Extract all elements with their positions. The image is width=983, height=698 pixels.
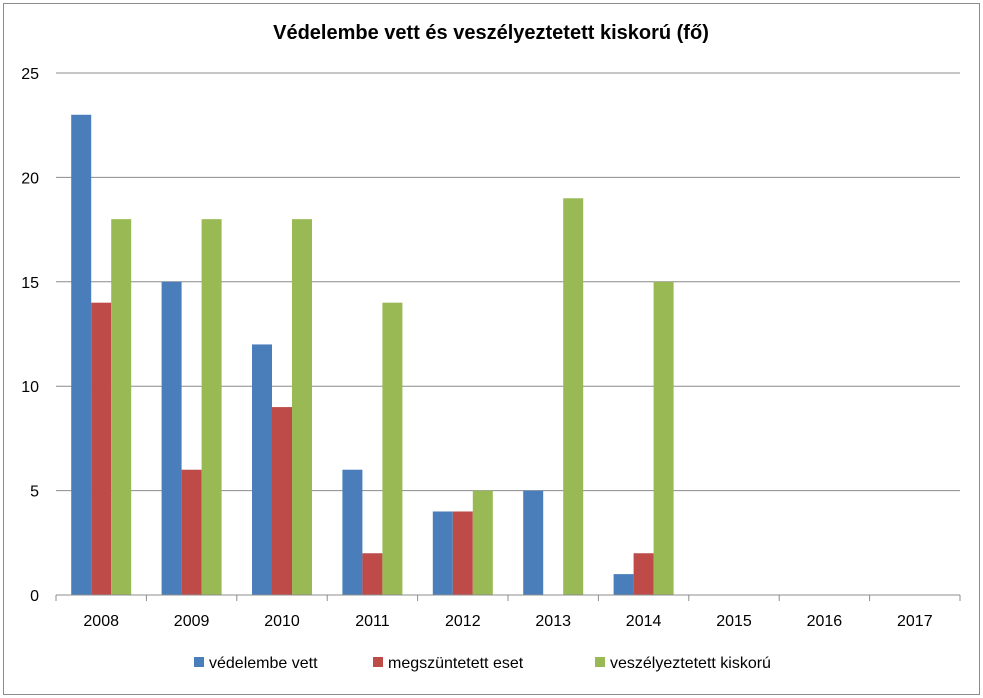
y-tick-label: 15 <box>21 275 39 292</box>
bar-2012-3 <box>472 490 493 595</box>
bar-2012-2 <box>452 511 473 595</box>
y-tick-label: 5 <box>30 484 39 501</box>
bar-2008-1 <box>71 114 92 595</box>
x-tick-label: 2015 <box>716 613 752 630</box>
bar-2008-2 <box>91 302 112 595</box>
x-tick-label: 2014 <box>626 613 662 630</box>
x-tick-label: 2012 <box>445 613 481 630</box>
chart-title: Védelembe vett és veszélyeztetett kiskor… <box>273 22 709 44</box>
gridlines <box>56 72 960 492</box>
x-axis <box>55 594 961 601</box>
bar-2009-3 <box>201 219 222 595</box>
legend-swatch <box>194 657 204 667</box>
legend-label: védelembe vett <box>209 655 318 672</box>
bar-2013-3 <box>563 198 584 595</box>
x-axis-ticks: 2008 2009 2010 2011 2012 2013 2014 2015 2016 2017 <box>83 613 932 630</box>
legend-label: veszélyeztetett kiskorú <box>610 655 771 672</box>
legend-swatch <box>373 657 383 667</box>
y-tick-label: 10 <box>21 379 39 396</box>
bar-2009-1 <box>161 281 182 595</box>
bar-2011-2 <box>362 553 383 595</box>
x-tick-label: 2009 <box>174 613 210 630</box>
legend-swatch <box>595 657 605 667</box>
y-tick-label: 20 <box>21 170 39 187</box>
bar-2009-2 <box>181 469 202 595</box>
bars <box>71 114 674 595</box>
x-tick-label: 2016 <box>807 613 843 630</box>
bar-2011-3 <box>382 302 403 595</box>
legend-label: megszüntetett eset <box>388 655 524 672</box>
x-tick-label: 2013 <box>535 613 571 630</box>
x-tick-label: 2017 <box>897 613 933 630</box>
bar-2012-1 <box>432 511 453 595</box>
bar-2014-1 <box>613 574 634 595</box>
legend: védelembe vett megszüntetett eset veszélye… <box>194 655 771 672</box>
y-axis-ticks: 0 5 10 15 20 25 <box>21 66 39 605</box>
bar-2010-1 <box>252 344 272 595</box>
bar-2014-3 <box>653 281 674 595</box>
x-tick-label: 2008 <box>83 613 119 630</box>
bar-2011-1 <box>342 469 363 595</box>
bar-2010-2 <box>272 407 292 595</box>
y-tick-label: 0 <box>30 588 39 605</box>
x-tick-label: 2011 <box>355 613 390 630</box>
x-tick-label: 2010 <box>264 613 300 630</box>
y-tick-label: 25 <box>21 66 39 83</box>
bar-2008-3 <box>111 219 132 595</box>
bar-2014-2 <box>633 553 654 595</box>
bar-2010-3 <box>292 219 312 595</box>
bar-2013-1 <box>523 490 544 595</box>
